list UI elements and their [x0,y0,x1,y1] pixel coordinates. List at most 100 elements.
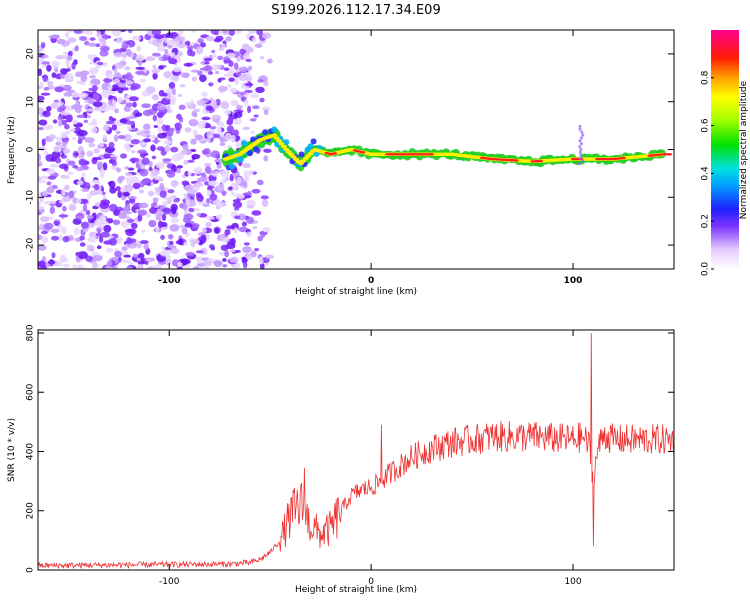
noise-blob [41,61,51,65]
noise-blob [66,30,73,33]
noise-blob [180,258,190,265]
noise-blob [89,37,96,41]
vertical-feature [581,159,585,163]
noise-blob [160,234,165,240]
noise-blob [213,260,223,266]
noise-blob [38,127,44,131]
noise-blob [55,157,62,164]
noise-blob [255,86,265,93]
noise-blob [39,196,44,203]
noise-blob [124,66,131,71]
noise-blob [93,184,100,191]
ridge-spread [240,140,247,147]
noise-blob [38,225,43,231]
noise-blob [178,238,184,246]
noise-blob [112,99,117,106]
x-tick-label: -100 [159,577,180,587]
spectral-ridge [221,125,673,172]
y-tick-label: 400 [26,443,36,460]
noise-blob [248,30,257,34]
ridge-spread [274,141,281,148]
noise-blob [121,246,128,251]
ridge-core [280,144,287,149]
noise-blob [58,163,69,170]
noise-blob [38,179,47,184]
noise-blob [46,105,52,112]
noise-blob [77,129,88,137]
noise-blob [152,52,161,57]
noise-blob [119,118,128,124]
noise-blob [143,243,150,250]
noise-blob [117,82,126,88]
noise-blob [151,103,160,112]
noise-blob [87,54,93,59]
noise-blob [257,79,264,83]
noise-blob [117,96,124,103]
noise-blob [152,64,157,70]
noise-blob [217,78,222,83]
noise-blob [202,203,210,207]
noise-blob [173,198,179,203]
noise-blob [223,67,230,71]
noise-blob [181,180,190,186]
noise-blob [152,197,159,203]
noise-blob [228,77,235,82]
noise-blob [111,156,118,161]
snr-ylabel: SNR (10 * v/v) [7,418,17,482]
noise-blob [172,66,182,73]
noise-blob [131,35,142,41]
noise-blob [156,104,167,111]
noise-blob [168,52,176,57]
noise-blob [233,227,238,234]
noise-blob [57,115,64,121]
noise-blob [204,61,210,65]
noise-blob [256,179,264,186]
noise-blob [208,244,215,249]
noise-blob [164,144,171,153]
noise-blob [64,184,70,191]
noise-blob [132,182,141,190]
noise-blob [197,38,204,44]
noise-blob [204,166,212,174]
ridge-core [273,136,280,140]
noise-blob [125,176,135,183]
noise-blob [234,111,243,118]
noise-blob [50,235,60,241]
colorbar-tick-label: 0.0 [701,262,711,277]
noise-blob [58,101,64,107]
noise-blob [178,262,183,267]
noise-blob [132,253,139,258]
noise-blob [127,196,138,200]
noise-blob [166,129,174,137]
noise-blob [177,50,183,57]
noise-blob [263,109,269,115]
noise-blob [262,227,271,233]
noise-blob [224,250,230,258]
ridge-core [276,139,283,143]
ridge-spread [271,126,278,133]
noise-blob [72,119,79,125]
noise-blob [208,180,218,186]
noise-blob [100,90,110,98]
noise-blob [86,97,92,101]
noise-blob [246,205,255,209]
noise-blob [88,142,96,148]
ridge-spread [237,156,244,163]
noise-blob [191,76,198,82]
colorbar-label: Normalized spectral amplitude [739,80,749,219]
noise-blob [125,184,134,193]
noise-blob [205,216,215,220]
noise-blob [156,208,161,215]
noise-blob [92,101,103,108]
ridge-peak [332,152,337,155]
noise-blob [130,138,141,145]
noise-blob [125,102,134,108]
noise-blob [81,172,86,177]
noise-blob [190,69,200,73]
ridge-spread [250,136,257,143]
noise-blob [241,256,247,260]
noise-blob [140,229,147,233]
noise-blob [48,34,59,39]
noise-blob [182,73,190,77]
snr-panel: -100 0 100 0 200 400 600 800 Height of straigh… [7,324,675,595]
